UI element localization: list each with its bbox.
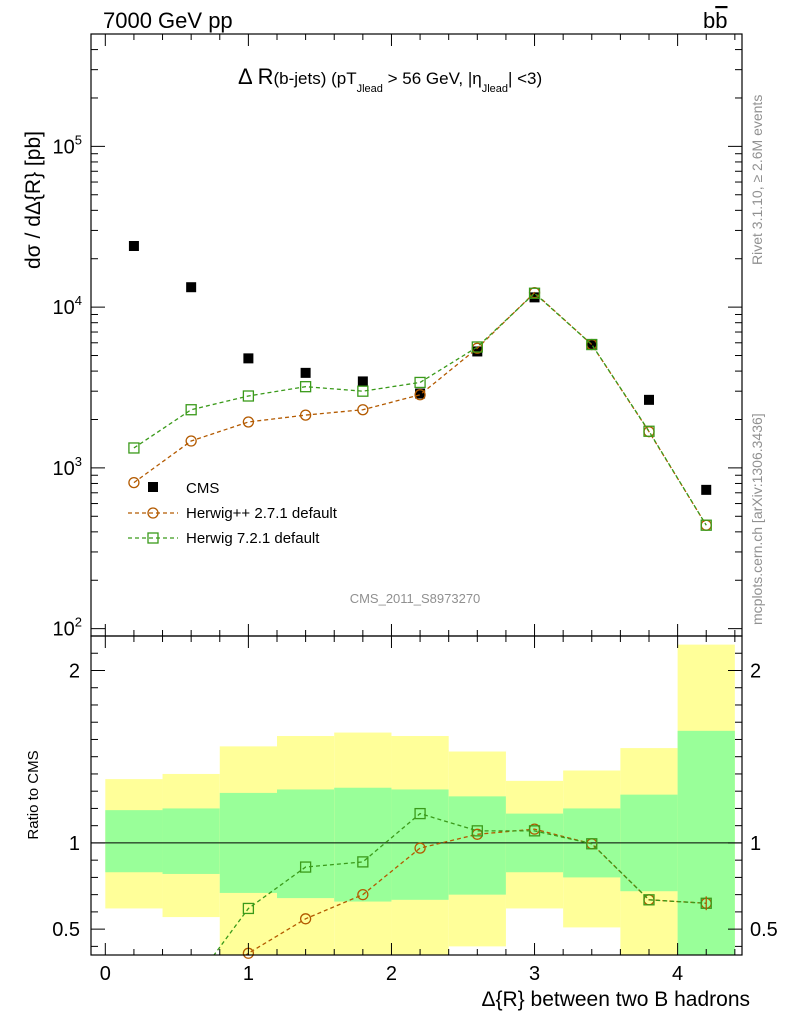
herwig7-point-1 (185, 404, 197, 416)
herwig7-point-2 (242, 390, 255, 402)
plot-frames (90, 33, 743, 956)
ratio-band-inner-0 (105, 810, 163, 873)
ratio-band-inner-1 (162, 808, 220, 874)
herwigpp-point-0 (128, 476, 140, 489)
cms-point-2 (243, 353, 254, 364)
ratio-band-inner-3 (277, 789, 335, 899)
header-right: bb (703, 8, 728, 33)
ratio-y-tick-label-right: 0.5 (750, 919, 778, 941)
main-series (128, 241, 712, 531)
legend-herwig7-label: Herwig 7.2.1 default (186, 530, 320, 547)
herwigpp-point-4 (357, 404, 369, 416)
ratio-point-herwigpp-3 (299, 913, 312, 925)
ratio-point-herwig7-7 (528, 825, 541, 837)
ratio-frame (90, 635, 743, 956)
ratio-point-herwig7-4 (357, 856, 369, 868)
cms-point-4 (357, 376, 368, 387)
ratio-point-herwig7-5 (414, 807, 426, 820)
x-tick-label: 3 (529, 963, 540, 985)
herwig7-point-8 (586, 338, 598, 351)
ratio-point-herwig7-9 (643, 894, 655, 906)
cms-point-1 (186, 282, 197, 293)
herwig7-point-7 (528, 287, 541, 299)
herwig7-point-0 (128, 442, 140, 454)
ratio-band-inner-5 (391, 789, 449, 900)
herwig7-point-10 (700, 519, 712, 531)
herwig7-point-6 (471, 341, 483, 353)
herwig7-point-4 (357, 385, 369, 397)
ratio-y-tick-label-left: 1 (69, 833, 80, 855)
ratio-y-tick-label-right: 2 (750, 660, 761, 682)
herwigpp-point-1 (185, 435, 197, 447)
mcplots-label: mcplots.cern.ch [arXiv:1306.3436] (749, 413, 765, 625)
herwig7-point-9 (643, 425, 655, 437)
rivet-version-label: Rivet 3.1.10, ≥ 2.6M events (749, 95, 765, 265)
x-tick-label: 1 (243, 963, 254, 985)
legend: CMS Herwig++ 2.7.1 default Herwig 7.2.1 … (128, 480, 338, 547)
plot-title: Δ R(b-jets) (pTJlead > 56 GeV, |ηJlead| … (238, 64, 542, 95)
ratio-series (213, 807, 712, 959)
main-y-tick-label: 102 (53, 615, 82, 641)
ratio-y-tick-label-left: 2 (69, 660, 80, 682)
cms-point-9 (644, 394, 654, 405)
ratio-point-herwig7-2 (242, 902, 255, 915)
main-y-axis-label: dσ / dΔ{R} [pb] (22, 131, 45, 269)
herwigpp-point-5 (414, 389, 426, 401)
ratio-band-inner-4 (334, 787, 392, 902)
herwigpp-point-3 (299, 409, 312, 421)
ratio-y-axis-label: Ratio to CMS (25, 750, 42, 839)
ratio-y-tick-label-right: 1 (750, 833, 761, 855)
ratio-band-inner-6 (448, 796, 506, 895)
cms-point-0 (128, 241, 139, 252)
herwigpp-point-2 (242, 416, 255, 428)
cms-point-3 (300, 367, 311, 378)
ratio-y-tick-label-left: 0.5 (52, 919, 80, 941)
ratio-point-herwigpp-4 (357, 888, 369, 901)
analysis-watermark: CMS_2011_S8973270 (350, 591, 481, 606)
x-tick-label: 4 (672, 963, 683, 985)
axis-ticks: 0 1 2 3 4 102 103 104 105 0.5 0.5 1 1 2 2 (52, 33, 778, 985)
ratio-bands (91, 644, 742, 955)
main-line-1 (133, 291, 707, 526)
x-axis-label: Δ{R} between two B hadrons (481, 988, 750, 1011)
header-left: 7000 GeV pp (103, 8, 233, 33)
legend-cms-label: CMS (186, 480, 219, 497)
main-y-tick-label: 104 (53, 293, 82, 319)
legend-herwig7-marker (147, 532, 159, 544)
x-tick-label: 2 (386, 963, 397, 985)
main-line-2 (133, 292, 707, 526)
ratio-point-herwig7-8 (586, 838, 598, 850)
main-y-tick-label: 105 (53, 132, 82, 158)
cms-point-5 (415, 388, 426, 399)
ratio-point-herwig7-3 (299, 861, 312, 873)
main-y-tick-label: 103 (53, 454, 82, 480)
legend-herwigpp-marker (147, 507, 159, 519)
x-tick-label: 0 (100, 963, 111, 985)
cms-point-10 (701, 484, 712, 495)
legend-herwigpp-label: Herwig++ 2.7.1 default (186, 505, 338, 522)
herwig7-point-5 (414, 376, 426, 389)
ratio-point-herwigpp-5 (414, 842, 426, 854)
ratio-line-1 (213, 812, 707, 955)
herwig7-point-3 (299, 381, 312, 393)
legend-cms-marker (148, 482, 158, 492)
ratio-point-herwig7-6 (471, 825, 483, 837)
